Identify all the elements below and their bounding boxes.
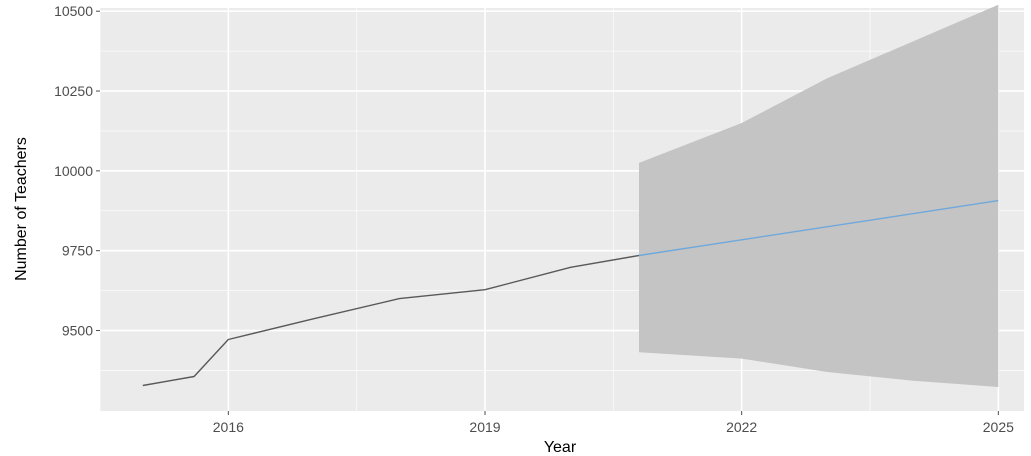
x-tick-label: 2016 xyxy=(213,419,244,435)
x-tick-label: 2019 xyxy=(469,419,500,435)
y-tick-label: 9500 xyxy=(62,323,93,339)
grid-major xyxy=(100,8,1024,411)
observed-line xyxy=(142,254,640,387)
x-axis-title: Year xyxy=(544,439,577,456)
x-tick-label: 2025 xyxy=(983,419,1014,435)
y-axis-title: Number of Teachers xyxy=(13,137,30,281)
y-tick-label: 10000 xyxy=(54,163,93,179)
y-tick-label: 10500 xyxy=(54,3,93,19)
y-axis-ticks: 9500 9750 10000 10250 10500 xyxy=(54,3,100,339)
y-tick-label: 10250 xyxy=(54,83,93,99)
forecast-line xyxy=(638,199,999,257)
forecast-interval xyxy=(639,4,999,388)
y-tick-label: 9750 xyxy=(62,243,93,259)
series-lines xyxy=(142,199,999,387)
x-tick-label: 2022 xyxy=(726,419,757,435)
x-axis-ticks: 2016 2019 2022 2025 xyxy=(213,411,1014,435)
forecast-interval-band xyxy=(639,4,999,388)
